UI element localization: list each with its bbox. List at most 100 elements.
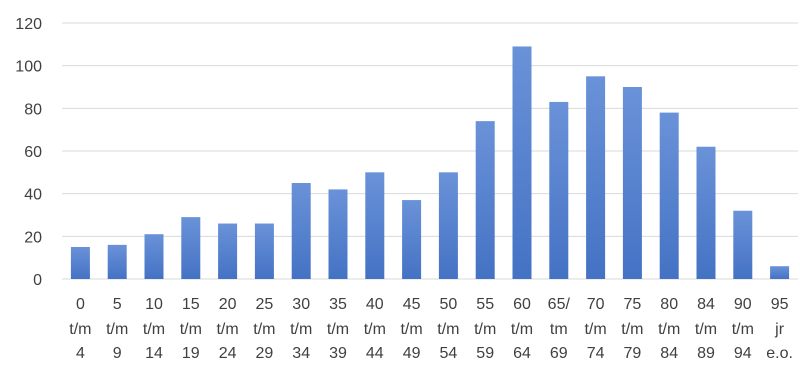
bar (328, 189, 348, 279)
bar (402, 200, 422, 279)
x-category-label: 45 t/m 49 (400, 296, 422, 362)
x-category-label-line: 29 (256, 345, 274, 362)
x-axis-category-labels: 0t/m45t/m910t/m1415t/m1920t/m2425t/m2930… (69, 296, 793, 362)
bar (549, 101, 569, 279)
y-tick-label: 40 (24, 187, 42, 204)
x-category-label-line: 50 (440, 296, 458, 313)
x-category-label-line: 64 (513, 345, 531, 362)
x-category-label-line: 89 (697, 345, 715, 362)
x-category-label-line: 34 (292, 345, 310, 362)
x-category-label-line: t/m (400, 321, 422, 338)
x-category-label-line: 0 (76, 296, 85, 313)
x-category-label-line: t/m (658, 321, 680, 338)
x-category-label-line: e.o. (766, 345, 793, 362)
x-category-label-line: 95 (771, 296, 789, 313)
x-category-label: 80 t/m 84 (658, 296, 680, 362)
x-category-label: 5 t/m 9 (106, 296, 128, 362)
x-category-label-line: t/m (253, 321, 275, 338)
x-category-label-line: t/m (364, 321, 386, 338)
bar (512, 46, 532, 279)
x-category-label-line: 70 (587, 296, 605, 313)
bar (365, 172, 385, 279)
x-category-label: 35 t/m 39 (327, 296, 349, 362)
gridlines (62, 22, 798, 280)
x-category-label: 20 t/m 24 (216, 296, 238, 362)
x-category-label-line: 44 (366, 345, 384, 362)
bar (144, 234, 164, 279)
x-category-label-line: 49 (403, 345, 421, 362)
x-category-label-line: t/m (621, 321, 643, 338)
x-category-label-line: tm (550, 321, 568, 338)
x-category-label: 95 jr e.o. (766, 296, 793, 362)
bar (107, 244, 127, 279)
x-category-label: 30 t/m 34 (290, 296, 312, 362)
x-category-label: 25 t/m 29 (253, 296, 275, 362)
x-category-label-line: 65/ (548, 296, 571, 313)
bar (659, 112, 679, 279)
bar (733, 210, 753, 279)
x-category-label-line: t/m (327, 321, 349, 338)
x-category-label-line: t/m (69, 321, 91, 338)
x-category-label-line: 39 (329, 345, 347, 362)
x-category-label-line: 9 (113, 345, 122, 362)
x-category-label: 55 t/m 59 (474, 296, 496, 362)
x-category-label: 60 t/m 64 (511, 296, 533, 362)
y-tick-label: 120 (15, 16, 42, 33)
x-category-label-line: 84 (660, 345, 678, 362)
y-tick-label: 0 (33, 272, 42, 289)
bar (70, 247, 90, 279)
x-category-label-line: t/m (216, 321, 238, 338)
x-category-label-line: t/m (143, 321, 165, 338)
x-category-label-line: 19 (182, 345, 200, 362)
y-tick-label: 20 (24, 229, 42, 246)
x-category-label: 10 t/m 14 (143, 296, 165, 362)
x-category-label: 0 t/m 4 (69, 296, 91, 362)
x-category-label-line: 90 (734, 296, 752, 313)
x-category-label-line: t/m (511, 321, 533, 338)
x-category-label-line: t/m (106, 321, 128, 338)
bar (181, 217, 201, 279)
x-category-label: 75 t/m 79 (621, 296, 643, 362)
y-tick-label: 80 (24, 101, 42, 118)
x-category-label-line: 84 (697, 296, 715, 313)
y-axis-tick-labels: 0 20 40 60 80 100 120 (15, 16, 42, 289)
x-category-label: 84 t/m 89 (695, 296, 717, 362)
x-category-label-line: jr (774, 321, 785, 338)
x-category-label-line: 14 (145, 345, 163, 362)
x-category-label-line: 80 (660, 296, 678, 313)
x-category-label-line: t/m (180, 321, 202, 338)
bar (438, 172, 458, 279)
x-category-label-line: t/m (732, 321, 754, 338)
x-category-label: 40 t/m 44 (364, 296, 386, 362)
y-tick-label: 60 (24, 144, 42, 161)
x-category-label-line: 15 (182, 296, 200, 313)
x-category-label-line: 25 (256, 296, 274, 313)
x-category-label-line: 54 (440, 345, 458, 362)
x-category-label-line: 94 (734, 345, 752, 362)
bar (475, 121, 495, 279)
x-category-label-line: t/m (290, 321, 312, 338)
bar (254, 223, 274, 279)
x-category-label-line: t/m (584, 321, 606, 338)
x-category-label-line: 75 (624, 296, 642, 313)
x-category-label: 50 t/m 54 (437, 296, 459, 362)
x-category-label-line: 4 (76, 345, 85, 362)
x-category-label: 65/tm 69 (548, 296, 571, 362)
x-category-label: 70 t/m 74 (584, 296, 606, 362)
x-category-label-line: t/m (474, 321, 496, 338)
x-category-label-line: 24 (219, 345, 237, 362)
x-category-label-line: 79 (624, 345, 642, 362)
x-category-label-line: t/m (695, 321, 717, 338)
y-tick-label: 100 (15, 59, 42, 76)
x-category-label-line: 60 (513, 296, 531, 313)
bars (70, 46, 790, 279)
x-category-label-line: 5 (113, 296, 122, 313)
bar (770, 266, 790, 279)
bar (696, 146, 716, 279)
x-category-label-line: 55 (476, 296, 494, 313)
bar (291, 183, 311, 279)
x-category-label-line: t/m (437, 321, 459, 338)
x-category-label-line: 10 (145, 296, 163, 313)
